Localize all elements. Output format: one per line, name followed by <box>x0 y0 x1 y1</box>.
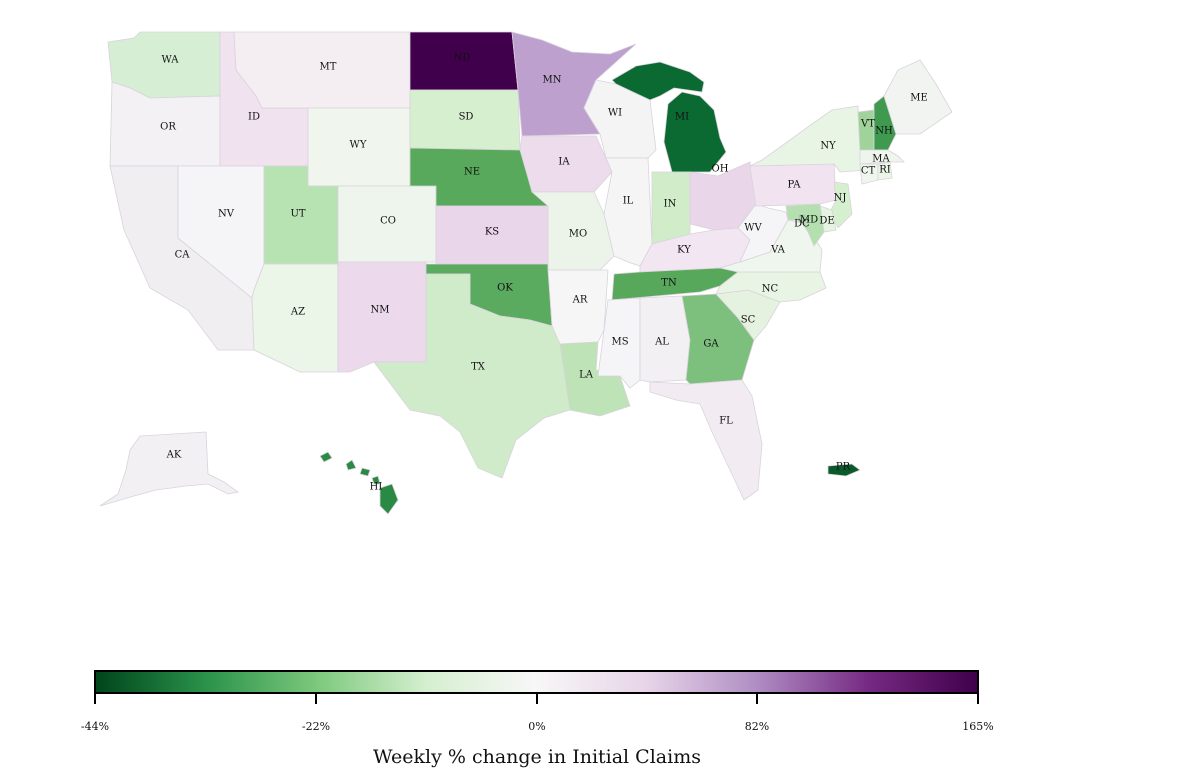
label-IA: IA <box>558 157 570 168</box>
label-WA: WA <box>161 55 179 66</box>
colorbar-tick-label: 165% <box>962 720 993 733</box>
state-HI[interactable] <box>319 451 399 515</box>
label-VA: VA <box>770 245 786 256</box>
state-DC[interactable] <box>797 213 807 223</box>
label-TN: TN <box>661 278 677 289</box>
label-NE: NE <box>464 167 480 178</box>
label-SC: SC <box>741 315 756 326</box>
label-LA: LA <box>579 370 594 381</box>
label-NV: NV <box>218 209 235 220</box>
label-ME: ME <box>910 93 928 104</box>
label-TX: TX <box>471 362 486 373</box>
label-PA: PA <box>787 180 801 191</box>
label-AK: AK <box>166 450 182 461</box>
label-OK: OK <box>497 283 513 294</box>
label-MN: MN <box>543 75 562 86</box>
label-WY: WY <box>350 140 367 151</box>
label-KS: KS <box>485 227 499 238</box>
state-NY[interactable] <box>749 105 869 173</box>
state-WV[interactable] <box>737 203 789 263</box>
label-AL: AL <box>654 337 669 348</box>
colorbar-ticks <box>94 693 979 704</box>
state-AR[interactable] <box>547 269 609 345</box>
label-MT: MT <box>320 62 337 73</box>
label-NM: NM <box>371 305 390 316</box>
colorbar-tick-label: 0% <box>528 720 545 733</box>
label-MA: MA <box>872 154 890 165</box>
state-MO[interactable] <box>530 191 615 271</box>
label-CT: CT <box>861 166 876 177</box>
state-TX[interactable] <box>373 273 571 479</box>
label-GA: GA <box>703 339 719 350</box>
label-OH: OH <box>712 164 729 175</box>
label-IL: IL <box>623 196 634 207</box>
colorbar-tick-label: -44% <box>81 720 109 733</box>
state-AZ[interactable] <box>251 263 339 373</box>
label-KY: KY <box>677 245 691 256</box>
label-SD: SD <box>459 112 474 123</box>
state-FL[interactable] <box>649 379 763 501</box>
state-LA[interactable] <box>559 341 631 417</box>
label-UT: UT <box>290 209 305 220</box>
label-VT: VT <box>860 119 875 130</box>
label-AZ: AZ <box>290 307 305 318</box>
label-WI: WI <box>608 108 622 119</box>
label-NH: NH <box>875 126 893 137</box>
label-NC: NC <box>762 284 779 295</box>
label-PR: PR <box>836 462 851 473</box>
colorbar <box>94 670 979 694</box>
label-MI: MI <box>675 112 689 123</box>
label-MS: MS <box>611 337 628 348</box>
state-NM[interactable] <box>337 261 427 373</box>
state-MD[interactable] <box>785 203 825 247</box>
label-ID: ID <box>248 112 260 123</box>
state-NJ[interactable] <box>829 181 853 229</box>
state-ME[interactable] <box>883 59 953 135</box>
label-MO: MO <box>569 229 587 240</box>
label-MD: MD <box>800 215 818 226</box>
label-RI: RI <box>879 165 891 176</box>
label-WV: WV <box>744 223 762 234</box>
label-DE: DE <box>819 216 834 227</box>
state-VT[interactable] <box>857 109 875 153</box>
label-IN: IN <box>664 199 677 210</box>
label-CO: CO <box>380 216 396 227</box>
colorbar-legend: -44% -22% 0% 82% 165% Weekly % change in… <box>81 670 994 768</box>
colorbar-tick-label: 82% <box>745 720 769 733</box>
label-NJ: NJ <box>834 193 847 204</box>
legend-title: Weekly % change in Initial Claims <box>373 746 701 768</box>
label-DC: DC <box>794 219 810 230</box>
label-FL: FL <box>719 416 733 427</box>
state-AK[interactable] <box>99 431 239 507</box>
label-CA: CA <box>175 250 191 261</box>
state-RI[interactable] <box>877 161 893 181</box>
label-OR: OR <box>160 122 176 133</box>
label-ND: ND <box>454 53 471 64</box>
label-NY: NY <box>820 141 836 152</box>
state-IL[interactable] <box>603 157 653 267</box>
state-NH[interactable] <box>873 95 897 151</box>
state-MI[interactable] <box>611 61 727 173</box>
choropleth-map: WA OR CA ID MT WY NV UT CO AZ NM ND SD N… <box>99 31 953 515</box>
state-PR[interactable] <box>827 463 861 477</box>
label-AR: AR <box>572 295 588 306</box>
colorbar-tick-label: -22% <box>302 720 330 733</box>
label-HI: HI <box>370 482 383 493</box>
